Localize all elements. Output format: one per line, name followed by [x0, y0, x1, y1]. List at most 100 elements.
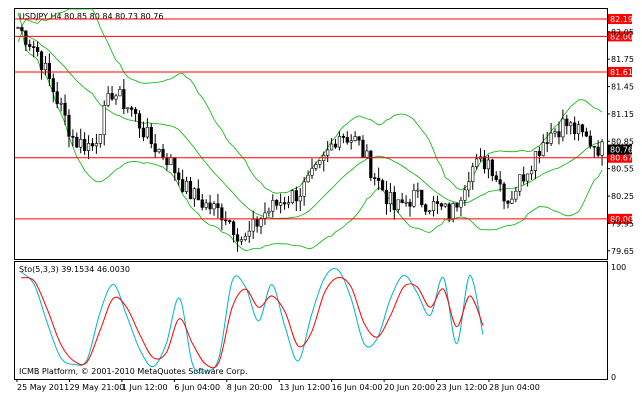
candle-body	[306, 174, 310, 183]
candle-body	[47, 62, 51, 79]
candle-body	[239, 239, 244, 242]
candle-body	[588, 135, 592, 147]
stoch-tick-label: 100	[611, 263, 626, 272]
time-tick-label: 20 Jun 20:00	[384, 383, 435, 392]
candle-body	[126, 107, 130, 110]
candle-body	[86, 143, 91, 151]
candle-body	[90, 143, 95, 147]
candle-body	[67, 114, 71, 137]
candle-body	[71, 136, 75, 138]
current-price-label: 80.76	[610, 146, 633, 155]
candle-body	[251, 219, 255, 232]
candle-body	[145, 126, 149, 138]
level-label: 81.61	[610, 68, 633, 77]
candle-body	[510, 198, 514, 204]
candle-body	[149, 126, 153, 145]
time-tick-label: 8 Jun 20:00	[227, 383, 273, 392]
level-label: 80.67	[610, 154, 633, 163]
candle-body	[224, 219, 228, 222]
candle-body	[431, 201, 436, 211]
candle-body	[110, 93, 114, 100]
candlesticks	[16, 25, 604, 252]
candle-body	[39, 51, 44, 71]
candle-body	[514, 190, 518, 200]
candle-body	[55, 91, 59, 104]
time-tick-label: 6 Jun 04:00	[174, 383, 220, 392]
candle-body	[298, 195, 302, 202]
candle-body	[98, 134, 102, 144]
candle-body	[114, 95, 118, 100]
candle-body	[212, 203, 216, 210]
candle-body	[192, 188, 197, 200]
candle-body	[373, 177, 377, 179]
candle-body	[141, 127, 146, 138]
candle-body	[498, 179, 502, 185]
candle-body	[427, 210, 432, 212]
candle-body	[380, 180, 385, 191]
candle-body	[490, 159, 494, 177]
candle-body	[102, 105, 106, 135]
candle-body	[557, 131, 561, 138]
candle-body	[275, 200, 279, 206]
candle-body	[388, 192, 393, 205]
stochastic-oscillator: 100 0	[20, 263, 626, 382]
candle-body	[424, 204, 428, 212]
band-lower	[17, 31, 603, 252]
candle-body	[75, 137, 79, 148]
candle-body	[353, 136, 357, 141]
candle-body	[267, 210, 271, 214]
level-label: 82.19	[610, 15, 633, 24]
level-label: 80.00	[610, 215, 633, 224]
candle-body	[561, 118, 565, 138]
candle-body	[396, 199, 400, 211]
candle-body	[173, 157, 177, 174]
candle-body	[580, 124, 585, 133]
candle-body	[420, 189, 424, 205]
candle-body	[576, 124, 581, 135]
candle-body	[404, 201, 408, 204]
candle-body	[59, 102, 63, 105]
sub-header: Sto(5,3,3) 39.1534 46.0030	[19, 265, 130, 274]
candle-body	[502, 183, 506, 202]
candle-body	[384, 189, 389, 205]
candle-body	[282, 202, 287, 205]
candle-body	[408, 201, 412, 207]
candle-body	[369, 150, 373, 178]
candle-body	[137, 113, 142, 129]
candle-body	[569, 122, 573, 127]
candle-body	[243, 235, 247, 240]
candle-body	[349, 140, 353, 143]
level-label-bg	[608, 152, 632, 163]
candle-body	[259, 217, 263, 227]
candle-body	[451, 203, 455, 219]
candle-body	[455, 203, 459, 208]
price-tick-label: 82.05	[611, 28, 634, 37]
candle-body	[51, 78, 55, 92]
candle-body	[600, 141, 604, 156]
candle-body	[196, 188, 200, 201]
candle-body	[537, 151, 541, 156]
candle-body	[318, 160, 322, 165]
candle-body	[181, 179, 185, 192]
candle-body	[208, 202, 212, 210]
price-tick-label: 79.65	[611, 247, 634, 256]
time-tick-label: 16 Jun 04:00	[332, 383, 383, 392]
candle-body	[584, 131, 588, 137]
candle-body	[235, 234, 240, 242]
price-tick-label: 80.55	[611, 165, 634, 174]
candle-body	[439, 203, 443, 207]
candle-body	[169, 157, 173, 166]
candle-body	[83, 139, 87, 151]
candle-body	[302, 181, 306, 197]
candle-body	[592, 145, 596, 148]
current-price-bg	[608, 144, 632, 155]
candle-body	[220, 207, 224, 221]
time-tick-label: 28 Jun 04:00	[489, 383, 540, 392]
candle-body	[541, 142, 545, 156]
time-tick-label: 1 Jun 12:00	[122, 383, 168, 392]
stoch-tick-label: 0	[611, 373, 616, 382]
price-axis: 82.05 81.75 81.45 81.15 80.85 80.55 80.25 79.95…	[607, 28, 634, 256]
candle-body	[28, 44, 32, 47]
band-upper	[17, 8, 603, 194]
